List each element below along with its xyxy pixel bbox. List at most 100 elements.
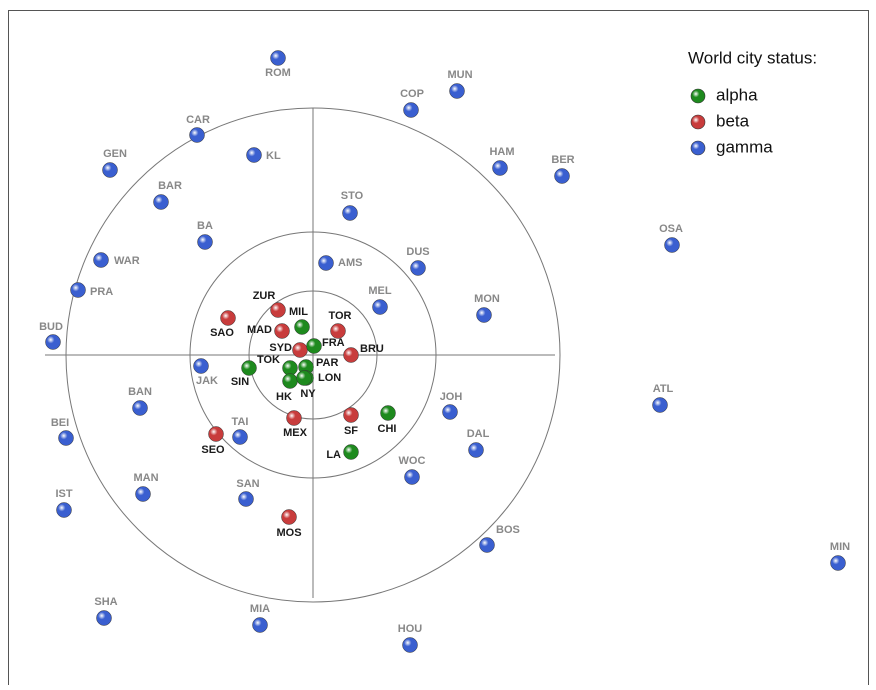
city-label: HOU (398, 623, 423, 635)
city-dot (208, 426, 224, 442)
city: IST (55, 488, 73, 518)
city-dot (45, 334, 61, 350)
city-dot (372, 299, 388, 315)
city-label: STO (341, 190, 364, 202)
city-label: HAM (489, 146, 514, 158)
city-label: SF (344, 425, 358, 437)
city: SAO (210, 310, 236, 339)
city: WOC (399, 455, 426, 485)
city-label: BAR (158, 180, 182, 192)
city-label: OSA (659, 223, 683, 235)
city-dot (343, 347, 359, 363)
city: OSA (659, 223, 683, 253)
city: JAK (193, 358, 218, 387)
city-dot (330, 323, 346, 339)
city-dot (476, 307, 492, 323)
city: ZUR (253, 290, 286, 318)
city-label: CHI (378, 423, 397, 435)
city-dot (238, 491, 254, 507)
city: ATL (652, 383, 674, 413)
city-dot (343, 444, 359, 460)
city-label: MIN (830, 541, 850, 553)
city: SIN (231, 360, 257, 388)
city: MON (474, 293, 500, 323)
city-label: SHA (94, 596, 117, 608)
city-label: COP (400, 88, 424, 100)
city-label: SEO (201, 444, 225, 456)
city-dot (270, 50, 286, 66)
city: HOU (398, 623, 423, 653)
legend-title: World city status: (688, 48, 817, 67)
city-dot (296, 370, 312, 386)
city: SAN (236, 478, 260, 507)
nodes: ROM MUN COP CAR KL HAM BER GEN BAR STO BA OSA DUS WAR… (39, 50, 850, 653)
city-dot (318, 255, 334, 271)
city-dot (410, 260, 426, 276)
city-dot (132, 400, 148, 416)
city-label: BEI (51, 417, 69, 429)
city-dot (70, 282, 86, 298)
frame (8, 10, 869, 690)
city-label: PRA (90, 286, 113, 298)
city: CAR (186, 114, 210, 143)
city-dot (220, 310, 236, 326)
city-dot (306, 338, 322, 354)
city: SHA (94, 596, 118, 626)
city-dot (652, 397, 668, 413)
city: LA (326, 444, 359, 461)
city: BRU (343, 343, 384, 363)
legend-label: alpha (716, 85, 758, 104)
city: KL (246, 147, 281, 163)
city-dot (342, 205, 358, 221)
city: COP (400, 88, 424, 118)
city-dot (153, 194, 169, 210)
city-label: LA (326, 449, 341, 461)
city: MEL (368, 285, 392, 315)
city: FRA (306, 337, 345, 354)
city: BER (551, 154, 575, 184)
city: GEN (102, 148, 127, 178)
city: SEO (201, 426, 225, 456)
city-label: ATL (653, 383, 674, 395)
city: MEX (283, 410, 308, 439)
city-dot (286, 410, 302, 426)
city-dot (102, 162, 118, 178)
city-label: BA (197, 220, 213, 232)
legend-label: beta (716, 111, 750, 130)
city-dot (403, 102, 419, 118)
city-label: JOH (440, 391, 463, 403)
city-dot (468, 442, 484, 458)
city-dot (246, 147, 262, 163)
city-label: BER (551, 154, 574, 166)
city-label: MAD (247, 324, 272, 336)
city-label: BOS (496, 524, 520, 536)
city: MIL (289, 306, 310, 335)
city-label: GEN (103, 148, 127, 160)
city-dot (93, 252, 109, 268)
city-label: BAN (128, 386, 152, 398)
city-label: WOC (399, 455, 426, 467)
city-label: ZUR (253, 290, 276, 302)
city: BOS (479, 524, 520, 553)
city-dot (270, 302, 286, 318)
city: BA (197, 220, 213, 250)
city-label: NY (300, 388, 316, 400)
city-label: TAI (232, 416, 249, 428)
city-dot (404, 469, 420, 485)
city-dot (442, 404, 458, 420)
city-label: DAL (467, 428, 490, 440)
city-label: FRA (322, 337, 345, 349)
city-dot (252, 617, 268, 633)
city-label: CAR (186, 114, 210, 126)
city-label: BUD (39, 321, 63, 333)
city: STO (341, 190, 364, 221)
city-dot (294, 319, 310, 335)
city-dot (830, 555, 846, 571)
city-dot (197, 234, 213, 250)
city-dot (380, 405, 396, 421)
city-dot (274, 323, 290, 339)
city: TOK (257, 354, 298, 376)
city-dot (402, 637, 418, 653)
city: BAN (128, 386, 152, 416)
city-label: ROM (265, 67, 291, 79)
